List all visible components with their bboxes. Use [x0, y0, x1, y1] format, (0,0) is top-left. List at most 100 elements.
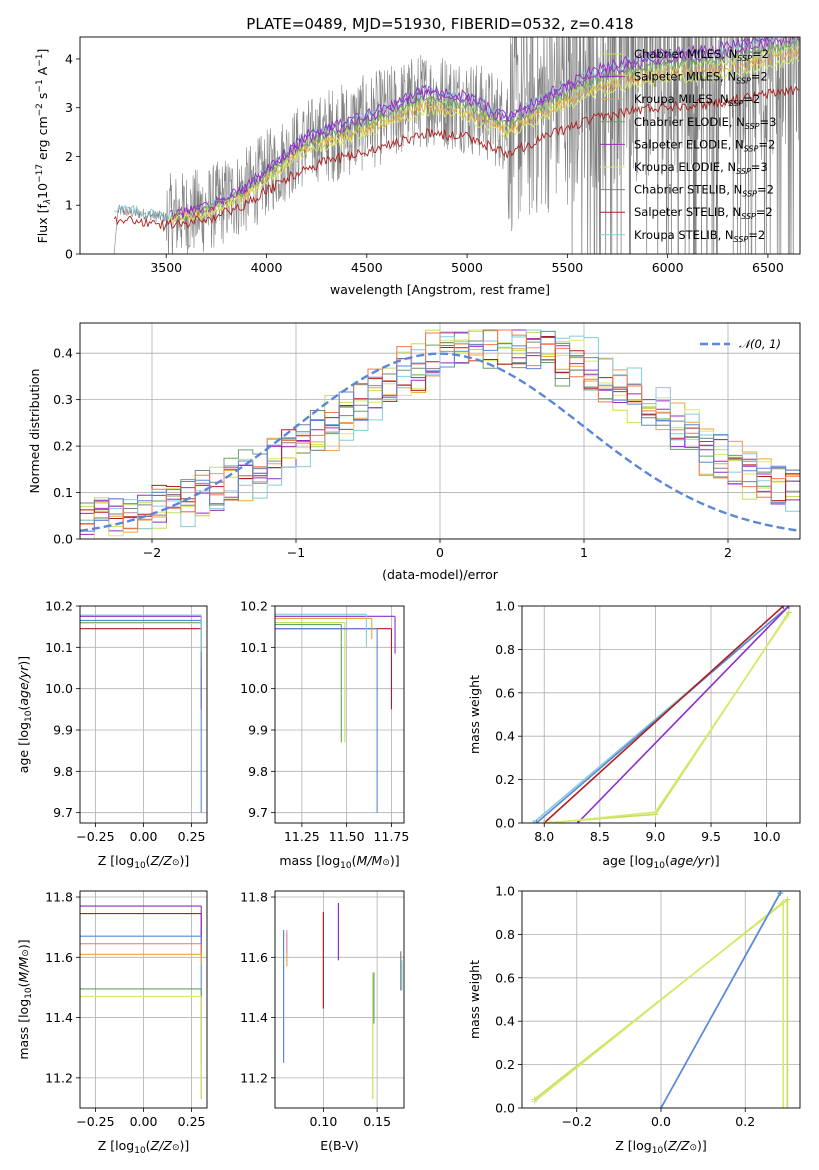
spectrum-legend: Chabrier MILES, NSSP=2 Salpeter MILES, NS…: [600, 47, 776, 244]
legend-label-kroupa_miles: Kroupa MILES, NSSP=2: [634, 92, 760, 108]
y-tick-label: 10.0: [45, 681, 73, 696]
y-tick-label: 10.2: [45, 599, 73, 614]
y-tick-label: 0.0: [53, 532, 73, 547]
histogram-coral-line: [80, 329, 800, 530]
y-tick-label: 11.8: [240, 890, 268, 905]
histogram-blue-line: [80, 330, 800, 532]
panel-age_vs_Z: −0.25 0.00 0.25 9.7 9.8 9.9 10.0 10.1 10.2 Z [log…: [16, 599, 208, 871]
legend-label-kroupa_elodie: Kroupa ELODIE, NSSP=3: [634, 160, 768, 176]
x-tick-label: 6000: [652, 260, 684, 275]
y-tick-label: 0.8: [495, 927, 515, 942]
y-tick-label: 11.8: [45, 890, 73, 905]
y-tick-label: 2: [65, 149, 73, 164]
y-axis-label: mass weight: [467, 675, 482, 754]
x-tick-label: 0.25: [178, 1114, 206, 1129]
y-tick-label: 0.6: [495, 685, 515, 700]
legend-label-salpeter_miles: Salpeter MILES, NSSP=2: [634, 70, 768, 86]
weight-chabrier_miles-marker: [785, 609, 792, 616]
x-tick-label: 6500: [752, 260, 784, 275]
y-tick-label: 10.1: [240, 640, 268, 655]
y-tick-label: 11.2: [240, 1070, 268, 1085]
weight-kroupa_elodie-marker: [780, 898, 787, 905]
y-tick-label: 9.9: [248, 723, 268, 738]
y-tick-label: 9.8: [53, 764, 73, 779]
y-tick-label: 0.2: [495, 1057, 515, 1072]
y-tick-label: 0.3: [53, 392, 73, 407]
x-tick-label: 0.00: [130, 829, 158, 844]
legend-label-normal: 𝒩(0, 1): [739, 337, 781, 351]
x-tick-label: 0.15: [363, 1114, 391, 1129]
axes-frame: [79, 36, 801, 255]
weight-kroupa_elodie-line: [534, 900, 784, 1108]
y-tick-label: 0.6: [495, 970, 515, 985]
x-tick-label: 0.00: [130, 1114, 158, 1129]
weight-blue-marker: [533, 820, 540, 823]
x-axis-label: wavelength [Angstrom, rest frame]: [330, 282, 550, 297]
x-tick-label: 2: [724, 545, 732, 560]
x-tick-label: 5500: [551, 260, 583, 275]
y-tick-label: 11.6: [240, 950, 268, 965]
y-tick-label: 10.2: [240, 599, 268, 614]
panel-spectrum: 3500 4000 4500 5000 5500 6000 6500 0 1 2 3 4 wavelen…: [35, 36, 801, 297]
x-axis-label: Z [log10(Z/Z⊙)]: [98, 1138, 190, 1156]
axes-frame: [79, 605, 208, 824]
x-axis-label: (data-model)/error: [382, 567, 499, 582]
y-axis-label: mass weight: [467, 960, 482, 1039]
x-tick-label: −0.25: [76, 1114, 114, 1129]
weight-kroupa_elodie-marker: [546, 820, 553, 823]
x-tick-label: 0: [436, 545, 444, 560]
x-tick-label: 8.0: [534, 829, 554, 844]
y-tick-label: 0.0: [495, 1101, 515, 1116]
x-tick-label: −0.25: [76, 829, 114, 844]
legend-label-chabrier_elodie: Chabrier ELODIE, NSSP=3: [634, 115, 776, 131]
y-tick-label: 11.2: [45, 1070, 73, 1085]
model-kroupa_elodie-line: [169, 56, 800, 224]
axes-frame: [521, 605, 801, 824]
y-tick-label: 1: [65, 198, 73, 213]
y-tick-label: 0.4: [495, 729, 515, 744]
panel-mass_weight_vs_Z: −0.2 0.0 0.2 0.0 0.2 0.4 0.6 0.8 1.0 Z [log10(Z/Z…: [467, 884, 801, 1156]
axes-frame: [274, 605, 405, 824]
x-axis-label: Z [log10(Z/Z⊙)]: [615, 1138, 707, 1156]
panel-age_vs_mass: 11.25 11.50 11.75 9.7 9.8 9.9 10.0 10.1 10.2 mass…: [240, 599, 409, 872]
x-tick-label: 5000: [451, 260, 483, 275]
x-tick-label: 0.10: [309, 1114, 337, 1129]
y-tick-label: 10.1: [45, 640, 73, 655]
y-tick-label: 0: [65, 247, 73, 262]
y-axis-label: age [log10(age/yr)]: [16, 656, 34, 773]
x-tick-label: −2: [143, 545, 161, 560]
weight-blue-marker: [658, 1105, 664, 1108]
x-tick-label: 11.75: [374, 829, 410, 844]
panel-mass_weight_vs_age: 8.0 8.5 9.0 9.5 10.0 0.0 0.2 0.4 0.6 0.8 1.0 age [l…: [467, 599, 801, 871]
observed-spectrum-line: [80, 37, 800, 254]
x-tick-label: 0.25: [178, 829, 206, 844]
weight-kroupa_elodie-marker: [531, 1098, 538, 1105]
legend-label-kroupa_stelib: Kroupa STELIB, NSSP=2: [634, 228, 765, 244]
plot-area: [275, 606, 404, 823]
y-tick-label: 9.7: [53, 805, 73, 820]
weight-salpeter_stelib-line: [543, 606, 784, 823]
x-tick-label: 9.5: [701, 829, 721, 844]
x-tick-label: 11.50: [329, 829, 365, 844]
y-tick-label: 9.8: [248, 764, 268, 779]
x-tick-label: 4500: [351, 260, 383, 275]
y-tick-label: 9.9: [53, 723, 73, 738]
plot-area: [80, 323, 800, 539]
y-axis-label: Flux [fλ10−17 erg cm−2 s−1 A−1]: [35, 49, 53, 244]
weight-kroupa_elodie-marker: [652, 809, 659, 816]
x-tick-label: 4000: [251, 260, 283, 275]
plot-area: [522, 606, 800, 823]
axes-frame: [274, 890, 405, 1109]
x-tick-label: −0.2: [562, 1114, 592, 1129]
panels: 3500 4000 4500 5000 5500 6000 6500 0 1 2 3 4 wavelen…: [16, 36, 801, 1156]
y-tick-label: 0.2: [495, 772, 515, 787]
figure-title: PLATE=0489, MJD=51930, FIBERID=0532, z=0…: [246, 15, 633, 33]
x-tick-label: 8.5: [590, 829, 610, 844]
x-tick-label: −1: [287, 545, 305, 560]
plot-area: [80, 606, 207, 823]
plot-area: [80, 37, 800, 254]
y-tick-label: 0.2: [53, 439, 73, 454]
x-axis-label: E(B-V): [320, 1138, 359, 1153]
axes-frame: [521, 890, 801, 1109]
